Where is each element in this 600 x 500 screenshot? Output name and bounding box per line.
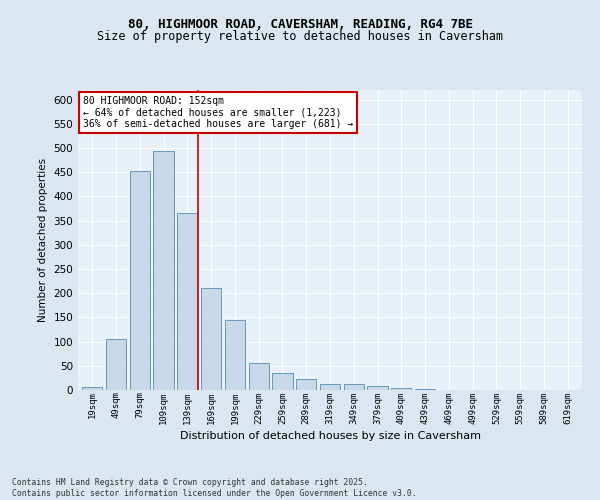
Bar — [296, 379, 316, 390]
Bar — [367, 386, 388, 390]
Bar — [272, 373, 293, 390]
Bar — [225, 320, 245, 390]
Bar — [82, 386, 103, 390]
Bar — [248, 363, 269, 390]
Bar — [130, 171, 150, 390]
Text: 80, HIGHMOOR ROAD, CAVERSHAM, READING, RG4 7BE: 80, HIGHMOOR ROAD, CAVERSHAM, READING, R… — [128, 18, 473, 30]
Bar — [391, 388, 412, 390]
Text: Size of property relative to detached houses in Caversham: Size of property relative to detached ho… — [97, 30, 503, 43]
Y-axis label: Number of detached properties: Number of detached properties — [38, 158, 48, 322]
Text: 80 HIGHMOOR ROAD: 152sqm
← 64% of detached houses are smaller (1,223)
36% of sem: 80 HIGHMOOR ROAD: 152sqm ← 64% of detach… — [83, 96, 353, 129]
Bar — [154, 152, 173, 390]
Bar — [320, 384, 340, 390]
Bar — [106, 339, 126, 390]
Bar — [344, 384, 364, 390]
Bar — [201, 288, 221, 390]
Bar — [415, 389, 435, 390]
Text: Contains HM Land Registry data © Crown copyright and database right 2025.
Contai: Contains HM Land Registry data © Crown c… — [12, 478, 416, 498]
Bar — [177, 214, 197, 390]
X-axis label: Distribution of detached houses by size in Caversham: Distribution of detached houses by size … — [179, 430, 481, 440]
